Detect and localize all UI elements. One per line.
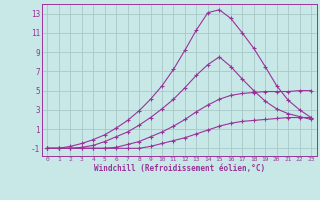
X-axis label: Windchill (Refroidissement éolien,°C): Windchill (Refroidissement éolien,°C) [94, 164, 265, 173]
